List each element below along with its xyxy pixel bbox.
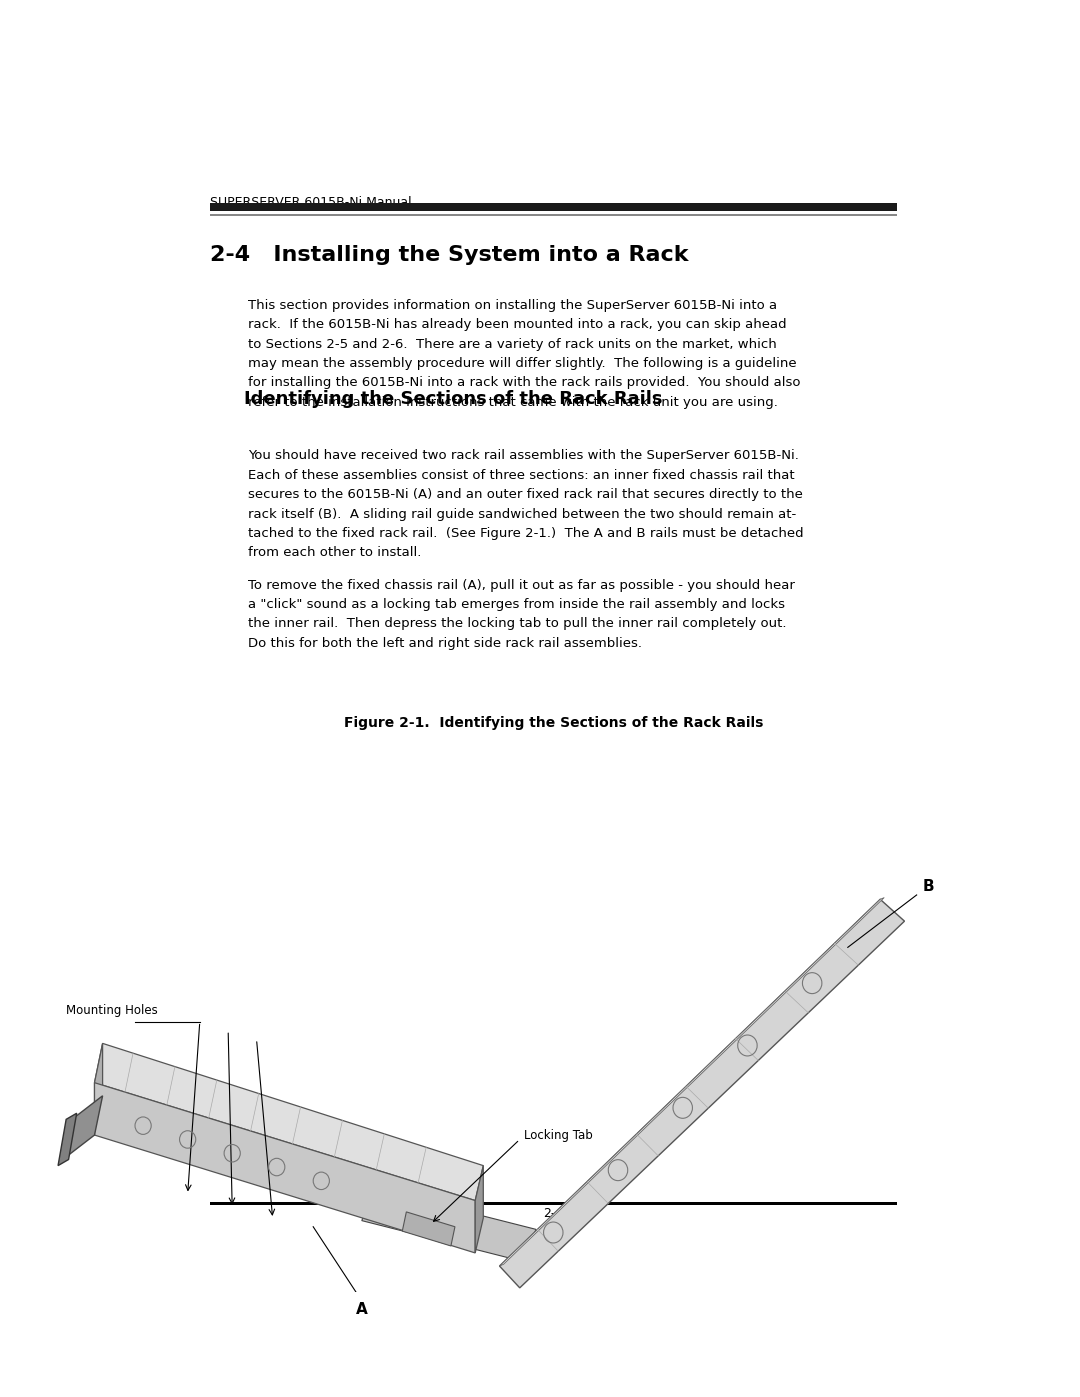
Polygon shape	[362, 1189, 536, 1261]
Polygon shape	[402, 1213, 455, 1246]
Text: SUPERSERVER 6015B-Ni Manual: SUPERSERVER 6015B-Ni Manual	[211, 196, 411, 208]
Text: rack.  If the 6015B-Ni has already been mounted into a rack, you can skip ahead: rack. If the 6015B-Ni has already been m…	[248, 319, 786, 331]
Text: may mean the assembly procedure will differ slightly.  The following is a guidel: may mean the assembly procedure will dif…	[248, 358, 797, 370]
Text: the inner rail.  Then depress the locking tab to pull the inner rail completely : the inner rail. Then depress the locking…	[248, 617, 786, 630]
Text: You should have received two rack rail assemblies with the SuperServer 6015B-Ni.: You should have received two rack rail a…	[248, 450, 799, 462]
Text: Do this for both the left and right side rack rail assemblies.: Do this for both the left and right side…	[248, 637, 642, 650]
Polygon shape	[95, 1044, 103, 1134]
Text: A: A	[356, 1302, 367, 1317]
Text: tached to the fixed rack rail.  (See Figure 2-1.)  The A and B rails must be det: tached to the fixed rack rail. (See Figu…	[248, 527, 804, 539]
Text: This section provides information on installing the SuperServer 6015B-Ni into a: This section provides information on ins…	[248, 299, 778, 312]
Bar	[211, 214, 896, 217]
Text: a "click" sound as a locking tab emerges from inside the rail assembly and locks: a "click" sound as a locking tab emerges…	[248, 598, 785, 610]
Polygon shape	[66, 1095, 103, 1157]
Text: from each other to install.: from each other to install.	[248, 546, 421, 559]
Polygon shape	[95, 1083, 475, 1253]
Text: for installing the 6015B-Ni into a rack with the rack rails provided.  You shoul: for installing the 6015B-Ni into a rack …	[248, 376, 800, 390]
Text: To remove the fixed chassis rail (A), pull it out as far as possible - you shoul: To remove the fixed chassis rail (A), pu…	[248, 578, 795, 591]
Bar	[211, 1203, 896, 1204]
Text: 2-4   Installing the System into a Rack: 2-4 Installing the System into a Rack	[211, 244, 689, 265]
Text: Locking Tab: Locking Tab	[524, 1129, 593, 1141]
Text: Figure 2-1.  Identifying the Sections of the Rack Rails: Figure 2-1. Identifying the Sections of …	[343, 717, 764, 731]
Text: refer to the installation instructions that came with the rack unit you are usin: refer to the installation instructions t…	[248, 395, 778, 409]
Text: Identifying the Sections of the Rack Rails: Identifying the Sections of the Rack Rai…	[244, 390, 662, 408]
Polygon shape	[58, 1113, 77, 1165]
Text: 2-4: 2-4	[543, 1207, 564, 1220]
Text: Mounting Holes: Mounting Holes	[66, 1004, 158, 1017]
Polygon shape	[499, 900, 905, 1288]
Text: Each of these assemblies consist of three sections: an inner fixed chassis rail : Each of these assemblies consist of thre…	[248, 469, 795, 482]
Text: rack itself (B).  A sliding rail guide sandwiched between the two should remain : rack itself (B). A sliding rail guide sa…	[248, 507, 796, 521]
Text: B: B	[923, 879, 934, 894]
Polygon shape	[475, 1165, 484, 1253]
Polygon shape	[95, 1044, 484, 1200]
Text: secures to the 6015B-Ni (A) and an outer fixed rack rail that secures directly t: secures to the 6015B-Ni (A) and an outer…	[248, 488, 802, 502]
Text: to Sections 2-5 and 2-6.  There are a variety of rack units on the market, which: to Sections 2-5 and 2-6. There are a var…	[248, 338, 777, 351]
Polygon shape	[499, 898, 885, 1266]
Bar	[211, 203, 896, 211]
